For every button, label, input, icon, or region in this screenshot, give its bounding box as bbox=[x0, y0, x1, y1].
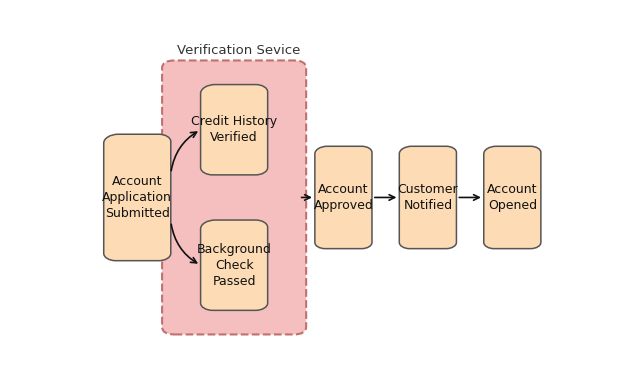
PathPatch shape bbox=[104, 134, 171, 261]
FancyBboxPatch shape bbox=[162, 61, 306, 334]
Text: Credit History
Verified: Credit History Verified bbox=[191, 115, 277, 144]
Text: Account
Application
Submitted: Account Application Submitted bbox=[103, 175, 172, 220]
PathPatch shape bbox=[484, 146, 541, 249]
PathPatch shape bbox=[399, 146, 456, 249]
Text: Verification Sevice: Verification Sevice bbox=[177, 45, 301, 57]
Text: Account
Opened: Account Opened bbox=[487, 183, 538, 212]
Text: Account
Approved: Account Approved bbox=[313, 183, 373, 212]
PathPatch shape bbox=[315, 146, 372, 249]
Text: Customer
Notified: Customer Notified bbox=[397, 183, 458, 212]
PathPatch shape bbox=[201, 84, 268, 175]
PathPatch shape bbox=[201, 220, 268, 310]
Text: Background
Check
Passed: Background Check Passed bbox=[197, 243, 272, 288]
